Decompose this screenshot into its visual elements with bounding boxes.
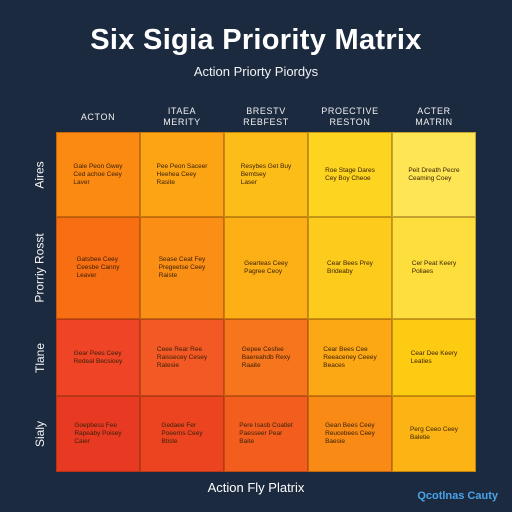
matrix-cell: Gepee Cesfee Baereahdb Rexy Raaite	[224, 319, 308, 396]
diagram-title: Six Sigia Priority Matrix	[90, 24, 422, 56]
cell-text: Cer Peat Keery Poliaes	[411, 260, 457, 275]
matrix-cell: Resybes Get Buy Bemtsey Laser	[224, 132, 308, 217]
column-header: ITAEA MERITY	[163, 106, 201, 127]
cell-text: Gean Bees Ceey Reucebees Ceey Baesie	[325, 422, 375, 445]
matrix-cell: Gear Pees Ceey Redeal Becsioey	[56, 319, 140, 396]
matrix-cell: Gaie Peon Gwey Ced achoe Ceey Laver	[56, 132, 140, 217]
matrix-cell: Pee Peon Saceer Heehea Ceey Rasite	[140, 132, 224, 217]
cell-text: Sease Ceat Fey Pregeetse Ceey Raiste	[158, 256, 206, 279]
cell-text: Cear Dee Keery Leaties	[410, 349, 458, 365]
row-labels: Aires Prorriy Rosst Tlane Sialy	[24, 132, 56, 472]
column-header: PROECTIVE RESTON	[321, 106, 379, 127]
matrix-cell: Pere Isasb Coatlet Paesseer Pear Baite	[224, 396, 308, 472]
matrix-cell: Cer Peat Keery Poliaes	[392, 217, 476, 319]
cell-text: Peit Dreath Pecre Ceaming Coey	[408, 166, 460, 182]
diagram-footer: Action Fly Platrix	[207, 480, 305, 495]
priority-matrix: Gaie Peon Gwey Ced achoe Ceey Laver Pee P…	[56, 132, 476, 472]
matrix-cell: Cear Bees Prey Brideaby	[308, 217, 392, 319]
matrix-cell: Gearteas Ceey Pagree Ceoy	[224, 217, 308, 319]
column-header: BRESTV REBFEST	[243, 106, 289, 127]
cell-text: Cear Bees Prey Brideaby	[327, 260, 373, 275]
cell-text: Goepbess Fee Rapeaby Poisey Caier	[74, 422, 122, 445]
matrix-cell: Goepbess Fee Rapeaby Poisey Caier	[56, 396, 140, 472]
cell-text: Gear Pees Ceey Redeal Becsioey	[73, 349, 123, 365]
matrix-cell: Gatsbee Ceey Ceesbe Canny Leaver	[56, 217, 140, 319]
row-label: Tlane	[33, 342, 47, 373]
cell-text: Gaie Peon Gwey Ced achoe Ceey Laver	[73, 162, 123, 186]
matrix-cell: Peit Dreath Pecre Ceaming Coey	[392, 132, 476, 217]
row-label: Prorriy Rosst	[33, 233, 47, 303]
matrix-cell: Roe Stage Dares Cey Boy Cheoe	[308, 132, 392, 217]
row-label: Aires	[33, 160, 47, 189]
matrix-cell: Perg Ceeo Ceey Baletie	[392, 396, 476, 472]
cell-text: Perg Ceeo Ceey Baletie	[409, 426, 459, 441]
cell-text: Roe Stage Dares Cey Boy Cheoe	[325, 166, 375, 182]
matrix-cell: Cear Bees Cee Reeaceney Ceeey Beaces	[308, 319, 392, 396]
cell-text: Pee Peon Saceer Heehea Ceey Rasite	[156, 162, 208, 186]
cell-text: Ceee Rear Ree Raissecey Cesey Ratesie	[156, 345, 208, 369]
matrix-cell: Ceee Rear Ree Raissecey Cesey Ratesie	[140, 319, 224, 396]
column-headers: ACTON ITAEA MERITY BRESTV REBFEST PROECT…	[56, 102, 476, 132]
column-header: ACTON	[80, 111, 116, 122]
row-label: Sialy	[32, 420, 47, 448]
column-header: ACTER MATRIN	[415, 106, 453, 127]
matrix-cell: Gean Bees Ceey Reucebees Ceey Baesie	[308, 396, 392, 472]
matrix-cell: Sease Ceat Fey Pregeetse Ceey Raiste	[140, 217, 224, 319]
cell-text: Gedaee Fer Poeerns Ceey Btiste	[161, 422, 203, 445]
matrix-cell: Gedaee Fer Poeerns Ceey Btiste	[140, 396, 224, 472]
cell-text: Cear Bees Cee Reeaceney Ceeey Beaces	[323, 345, 377, 369]
cell-text: Pere Isasb Coatlet Paesseer Pear Baite	[239, 422, 293, 445]
diagram-subtitle: Action Priorty Piordys	[193, 64, 319, 79]
cell-text: Resybes Get Buy Bemtsey Laser	[240, 162, 292, 186]
cell-text: Gepee Cesfee Baereahdb Rexy Raaite	[241, 345, 291, 369]
cell-text: Gatsbee Ceey Ceesbe Canny Leaver	[76, 256, 120, 279]
matrix-cell: Cear Dee Keery Leaties	[392, 319, 476, 396]
brand-watermark: Qcotlnas Cauty	[417, 490, 498, 502]
cell-text: Gearteas Ceey Pagree Ceoy	[244, 260, 288, 275]
